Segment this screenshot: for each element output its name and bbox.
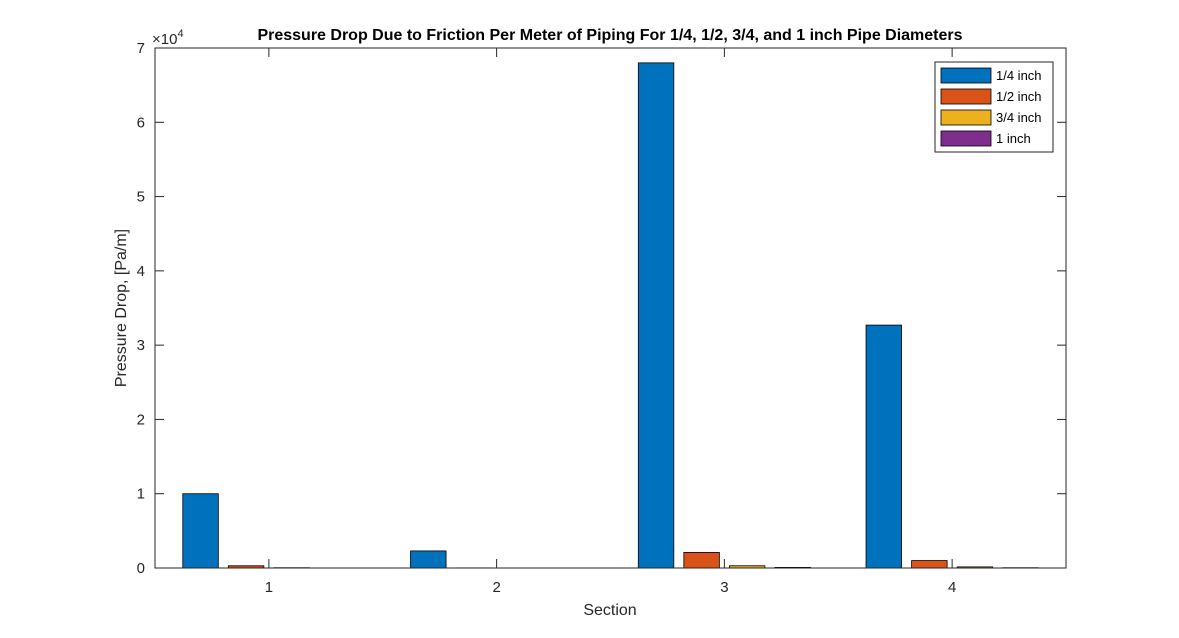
x-tick-label: 1 bbox=[265, 579, 273, 596]
legend-swatch bbox=[940, 130, 992, 147]
y-axis-label: Pressure Drop, [Pa/m] bbox=[113, 229, 130, 387]
y-tick-label: 3 bbox=[137, 337, 145, 354]
axis-ticks: 0 1 2 3 4 5 6 7 1 2 3 4 bbox=[137, 40, 1066, 596]
svg-text:×104: ×104 bbox=[152, 28, 184, 48]
bar-1-2-inch-section-3 bbox=[683, 552, 720, 569]
plot-area-border bbox=[154, 47, 1067, 569]
y-tick-label: 7 bbox=[137, 40, 145, 57]
x-tick-label: 2 bbox=[492, 579, 500, 596]
y-tick-label: 1 bbox=[137, 486, 145, 503]
x-tick-label: 4 bbox=[948, 579, 956, 596]
y-axis-exponent: ×104 bbox=[152, 28, 184, 48]
legend-swatch bbox=[940, 67, 992, 84]
x-tick-label: 3 bbox=[720, 579, 728, 596]
legend: 1/4 inch 1/2 inch 3/4 inch 1 inch bbox=[934, 61, 1054, 153]
legend-label: 3/4 inch bbox=[996, 110, 1042, 125]
bar-1-4-inch-section-2 bbox=[410, 550, 447, 569]
y-tick-label: 4 bbox=[137, 263, 145, 280]
y-tick-label: 6 bbox=[137, 114, 145, 131]
bar-1-4-inch-section-4 bbox=[865, 324, 902, 569]
y-tick-label: 0 bbox=[137, 560, 145, 577]
legend-label: 1 inch bbox=[996, 131, 1031, 146]
bars-group bbox=[182, 62, 1039, 569]
chart-title: Pressure Drop Due to Friction Per Meter … bbox=[257, 27, 962, 44]
legend-swatch bbox=[940, 109, 992, 126]
legend-swatch bbox=[940, 88, 992, 105]
y-tick-label: 2 bbox=[137, 411, 145, 428]
y-tick-label: 5 bbox=[137, 189, 145, 206]
x-axis-label: Section bbox=[583, 602, 636, 619]
legend-label: 1/2 inch bbox=[996, 89, 1042, 104]
legend-label: 1/4 inch bbox=[996, 68, 1042, 83]
bar-1-2-inch-section-4 bbox=[911, 560, 948, 569]
bar-1-4-inch-section-1 bbox=[182, 493, 219, 569]
bar-1-4-inch-section-3 bbox=[637, 62, 675, 569]
